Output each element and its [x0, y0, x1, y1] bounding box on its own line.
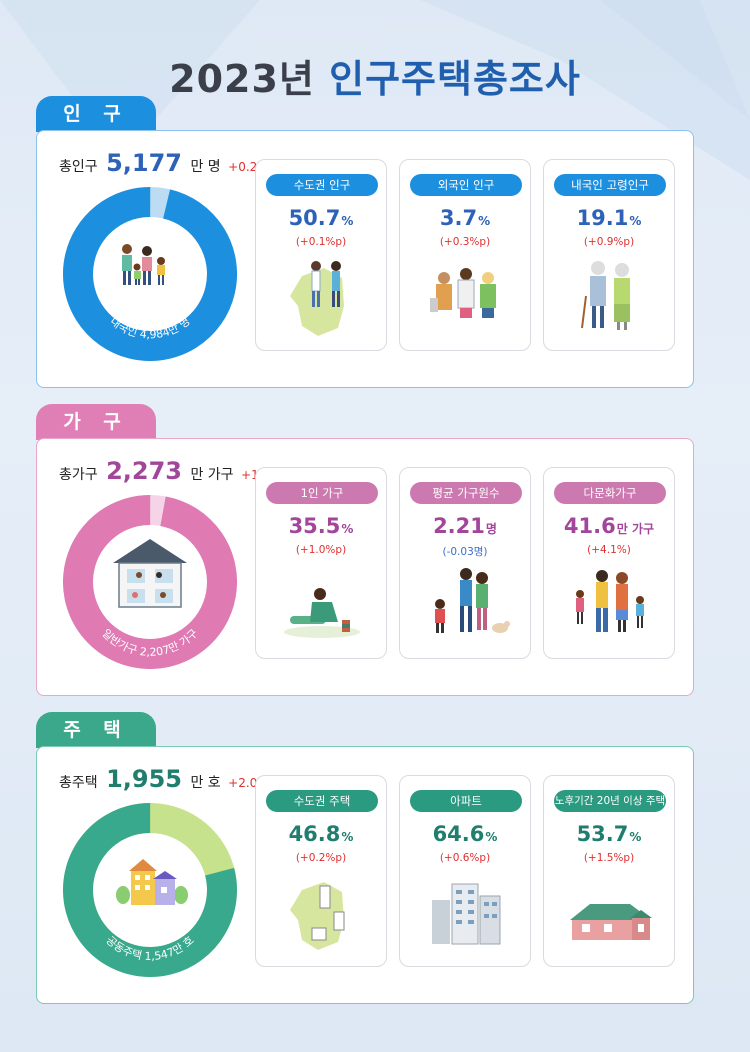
housing-headline: 총주택 1,955 만 호 +2.0% [59, 765, 269, 793]
foreigners-icon [430, 268, 496, 318]
card-label: 아파트 [410, 790, 522, 812]
korea-map-buildings-icon [290, 882, 345, 950]
card-value: 35.5% [288, 514, 354, 538]
card-capital-housing: 수도권 주택 46.8% (+0.2%p) [255, 775, 387, 967]
card-value: 41.6만 가구 [563, 514, 655, 538]
households-headline: 총가구 2,273 만 가구 +1.5% [59, 457, 282, 485]
korea-map-people-icon [290, 261, 344, 336]
single-person-icon [284, 588, 360, 638]
housing-donut: 공동주택 1,547만 호 [63, 803, 237, 977]
card-value: 53.7% [576, 822, 642, 846]
card-value: 50.7% [288, 206, 354, 230]
card-value: 3.7% [439, 206, 491, 230]
card-label: 다문화가구 [554, 482, 666, 504]
housing-label: 총주택 [59, 775, 98, 791]
card-label: 1인 가구 [266, 482, 378, 504]
population-value: 5,177 [106, 149, 183, 177]
population-unit: 만 명 [190, 159, 221, 175]
card-change: (+0.2%p) [295, 852, 347, 864]
apartment-icon [432, 883, 501, 945]
card-household-size: 평균 가구원수 2.21명 (-0.03명) [399, 467, 531, 659]
family-icon [122, 244, 165, 285]
housing-section: 주 택 총주택 1,955 만 호 +2.0% 공동주택 1,547만 호 수도… [36, 712, 694, 1008]
card-change: (+0.1%p) [295, 236, 347, 248]
house-family-icon [113, 539, 187, 608]
card-value: 2.21명 [433, 514, 497, 538]
card-value: 46.8% [288, 822, 354, 846]
card-elderly-population: 내국인 고령인구 19.1% (+0.9%p) [543, 159, 675, 351]
population-label: 총인구 [59, 159, 98, 175]
households-donut: 일반가구 2,207만 가구 [63, 495, 237, 669]
card-value: 64.6% [432, 822, 498, 846]
card-change: (-0.03명) [442, 546, 488, 558]
card-foreign-population: 외국인 인구 3.7% (+0.3%p) [399, 159, 531, 351]
card-label: 수도권 인구 [266, 174, 378, 196]
donut-main-arc [63, 187, 237, 361]
households-section: 가 구 총가구 2,273 만 가구 +1.5% 일반가구 2,207만 가구 … [36, 404, 694, 700]
card-change: (+0.6%p) [439, 852, 491, 864]
households-label: 총가구 [59, 467, 98, 483]
card-value: 19.1% [576, 206, 642, 230]
housing-panel: 총주택 1,955 만 호 +2.0% 공동주택 1,547만 호 수도권 주택… [36, 746, 694, 1004]
card-single-household: 1인 가구 35.5% (+1.0%p) [255, 467, 387, 659]
page-title: 2023년 인구주택총조사 [0, 48, 750, 103]
card-label: 수도권 주택 [266, 790, 378, 812]
population-donut: 내국인 4,984만 명 [63, 187, 237, 361]
housing-unit: 만 호 [190, 775, 221, 791]
households-value: 2,273 [106, 457, 183, 485]
old-house-icon [570, 904, 652, 940]
card-label: 내국인 고령인구 [554, 174, 666, 196]
households-tab: 가 구 [36, 404, 156, 440]
title-year: 2023년 [169, 57, 315, 101]
multicultural-family-icon [576, 570, 644, 632]
card-label: 평균 가구원수 [410, 482, 522, 504]
households-panel: 총가구 2,273 만 가구 +1.5% 일반가구 2,207만 가구 1인 가… [36, 438, 694, 696]
donut-main-arc [63, 495, 237, 669]
population-panel: 총인구 5,177 만 명 +0.2% 내국인 4,984만 명 수도권 인구 … [36, 130, 694, 388]
card-old-housing: 노후기간 20년 이상 주택 53.7% (+1.5%p) [543, 775, 675, 967]
population-headline: 총인구 5,177 만 명 +0.2% [59, 149, 269, 177]
card-change: (+1.5%p) [583, 852, 635, 864]
housing-tab: 주 택 [36, 712, 156, 748]
card-capital-population: 수도권 인구 50.7% (+0.1%p) [255, 159, 387, 351]
title-name: 인구주택총조사 [329, 57, 581, 101]
family-walking-icon [435, 568, 510, 633]
card-change: (+1.0%p) [295, 544, 347, 556]
card-multicultural-household: 다문화가구 41.6만 가구 (+4.1%) [543, 467, 675, 659]
population-section: 인 구 총인구 5,177 만 명 +0.2% 내국인 4,984만 명 수도권… [36, 96, 694, 392]
elderly-couple-icon [581, 261, 630, 330]
card-label: 외국인 인구 [410, 174, 522, 196]
card-change: (+4.1%) [587, 544, 631, 556]
housing-value: 1,955 [106, 765, 183, 793]
card-label: 노후기간 20년 이상 주택 [554, 790, 666, 812]
card-apartment: 아파트 64.6% (+0.6%p) [399, 775, 531, 967]
population-tab: 인 구 [36, 96, 156, 132]
card-change: (+0.9%p) [583, 236, 635, 248]
card-change: (+0.3%p) [439, 236, 491, 248]
households-unit: 만 가구 [190, 467, 234, 483]
houses-icon [116, 859, 188, 905]
